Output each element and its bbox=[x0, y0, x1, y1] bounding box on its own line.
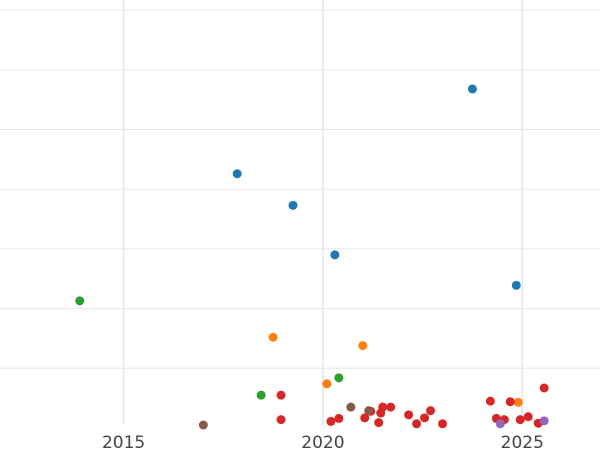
data-point-red-13 bbox=[426, 406, 436, 416]
data-point-orange-3 bbox=[513, 397, 523, 407]
data-point-red-10 bbox=[404, 410, 414, 420]
data-point-brown-0 bbox=[198, 420, 208, 430]
data-point-red-0 bbox=[276, 390, 286, 400]
data-point-red-2 bbox=[326, 416, 336, 426]
data-point-orange-2 bbox=[358, 341, 368, 351]
data-point-red-19 bbox=[515, 415, 525, 425]
data-point-blue-4 bbox=[511, 280, 521, 290]
data-point-red-1 bbox=[276, 415, 286, 425]
data-point-red-20 bbox=[523, 412, 533, 422]
data-point-red-12 bbox=[420, 413, 430, 423]
data-point-orange-1 bbox=[322, 379, 332, 389]
data-point-red-8 bbox=[378, 402, 388, 412]
x-tick-labels: 2015 2020 2025 bbox=[102, 433, 544, 453]
data-point-red-15 bbox=[485, 396, 495, 406]
data-point-green-2 bbox=[334, 373, 344, 383]
data-point-blue-2 bbox=[330, 250, 340, 260]
data-point-purple-1 bbox=[539, 416, 549, 426]
data-point-red-18 bbox=[505, 397, 515, 407]
data-point-green-0 bbox=[75, 296, 85, 306]
x-tick-label-2025: 2025 bbox=[501, 433, 544, 450]
data-point-red-11 bbox=[412, 419, 422, 429]
x-tick-label-2015: 2015 bbox=[102, 433, 145, 450]
data-point-brown-1 bbox=[346, 402, 356, 412]
points-layer bbox=[75, 84, 549, 430]
data-point-red-6 bbox=[374, 418, 384, 428]
data-point-brown-2 bbox=[364, 406, 374, 416]
data-point-purple-0 bbox=[495, 419, 505, 429]
data-point-green-1 bbox=[256, 390, 266, 400]
data-point-red-4 bbox=[360, 413, 370, 423]
data-point-blue-1 bbox=[288, 200, 298, 210]
data-point-red-22 bbox=[539, 383, 549, 393]
grid-layer bbox=[0, 0, 600, 425]
x-tick-label-2020: 2020 bbox=[301, 433, 344, 450]
data-point-blue-3 bbox=[467, 84, 477, 94]
data-point-orange-0 bbox=[268, 332, 278, 342]
data-point-red-9 bbox=[386, 402, 396, 412]
data-point-red-14 bbox=[438, 419, 448, 429]
data-point-red-3 bbox=[334, 413, 344, 423]
data-point-blue-0 bbox=[232, 169, 242, 179]
